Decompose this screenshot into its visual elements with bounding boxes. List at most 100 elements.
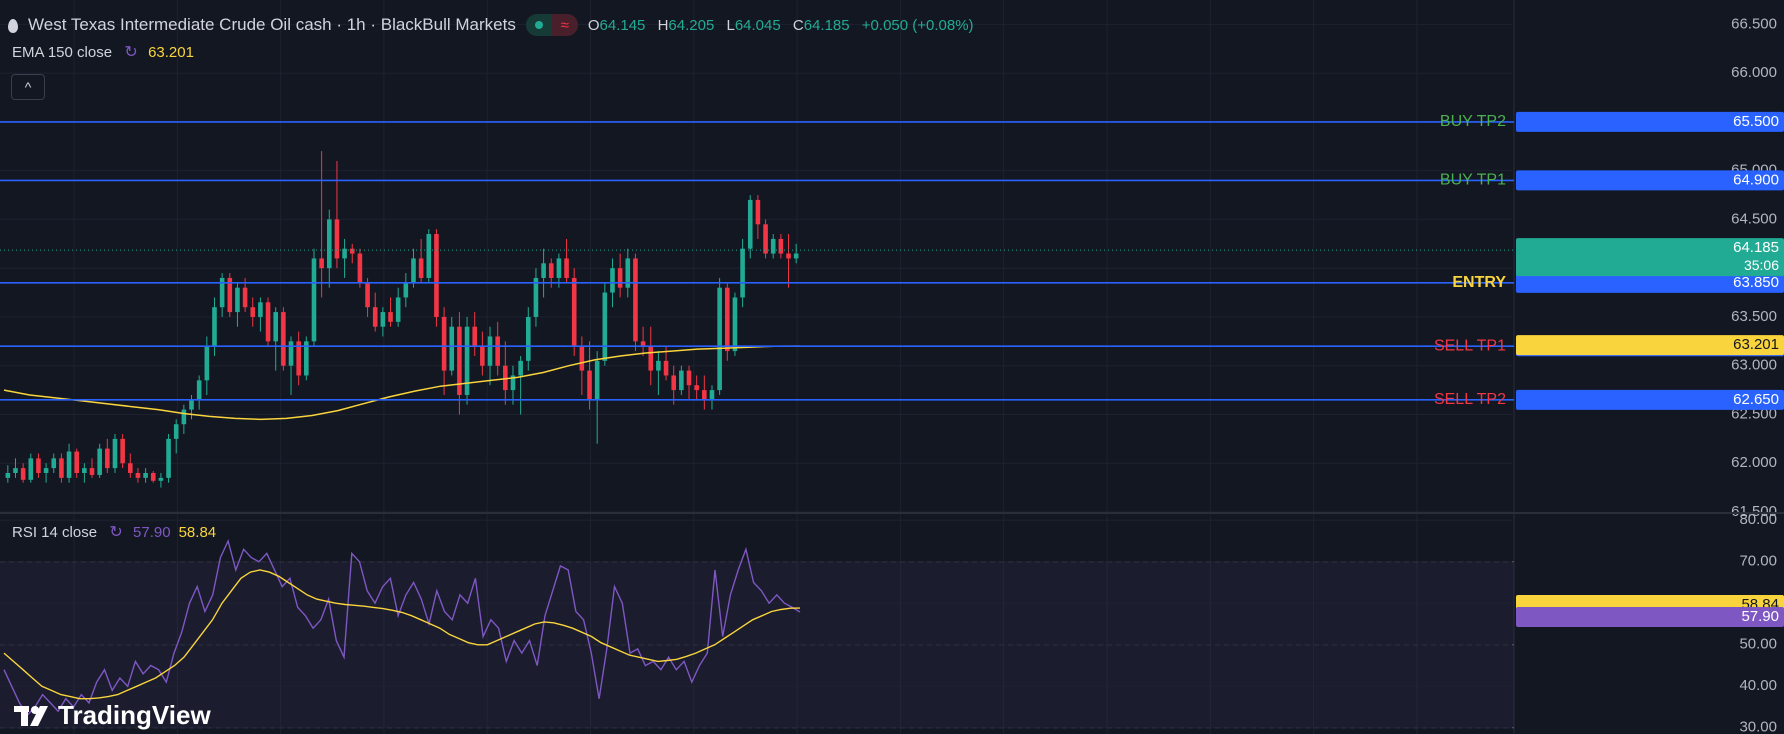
candle-body[interactable] [495, 336, 500, 366]
candle-body[interactable] [732, 297, 738, 352]
candle-body[interactable] [235, 287, 240, 313]
candle-body[interactable] [679, 370, 684, 391]
candle-body[interactable] [204, 346, 210, 381]
candle-body[interactable] [617, 268, 623, 288]
candle-body[interactable] [242, 287, 248, 308]
candle-body[interactable] [763, 224, 768, 254]
candle-body[interactable] [43, 468, 49, 473]
candle-body[interactable] [587, 370, 592, 400]
candle-body[interactable] [594, 360, 600, 400]
candle-body[interactable] [395, 297, 401, 322]
candle-body[interactable] [656, 360, 661, 371]
candle-body[interactable] [59, 458, 64, 478]
candle-body[interactable] [181, 409, 187, 425]
candle-body[interactable] [403, 282, 409, 298]
candle-body[interactable] [365, 282, 370, 308]
candle-body[interactable] [457, 326, 462, 395]
candle-body[interactable] [702, 390, 707, 400]
candle-body[interactable] [602, 292, 608, 361]
candle-body[interactable] [5, 472, 11, 478]
candle-body[interactable] [449, 326, 455, 371]
candle-body[interactable] [480, 346, 485, 366]
candle-body[interactable] [418, 258, 424, 278]
candle-body[interactable] [334, 219, 340, 259]
candle-body[interactable] [564, 258, 569, 278]
candle-body[interactable] [357, 253, 363, 283]
candle-body[interactable] [648, 346, 654, 371]
candle-body[interactable] [89, 468, 95, 475]
rsi-refresh-icon[interactable]: ↻ [109, 524, 123, 541]
candle-body[interactable] [281, 312, 286, 366]
rsi-ma-line[interactable] [3, 569, 801, 700]
candle-body[interactable] [770, 238, 776, 254]
candle-body[interactable] [434, 234, 439, 317]
candle-body[interactable] [694, 385, 699, 391]
candle-body[interactable] [273, 312, 279, 342]
tradingview-logo[interactable]: TradingView [14, 700, 211, 731]
candle-body[interactable] [219, 277, 225, 308]
market-status-pill[interactable]: ≈ [525, 14, 578, 36]
candle-body[interactable] [36, 458, 41, 473]
candle-body[interactable] [120, 438, 125, 464]
candle-body[interactable] [724, 287, 730, 352]
candle-body[interactable] [127, 463, 133, 473]
candle-body[interactable] [326, 219, 332, 269]
candle-body[interactable] [610, 268, 615, 293]
candle-body[interactable] [13, 468, 18, 473]
candle-body[interactable] [671, 375, 677, 391]
candle-body[interactable] [793, 253, 799, 259]
candle-body[interactable] [342, 248, 347, 259]
candle-body[interactable] [296, 341, 301, 376]
ema-refresh-icon[interactable]: ↻ [124, 44, 138, 61]
candle-body[interactable] [518, 360, 523, 376]
ema-150-line[interactable] [3, 345, 801, 421]
candle-body[interactable] [625, 258, 631, 288]
candle-body[interactable] [212, 307, 217, 347]
candle-body[interactable] [319, 258, 324, 269]
candle-body[interactable] [105, 448, 110, 469]
ema-legend[interactable]: EMA 150 close ↻ 63.201 [12, 43, 194, 62]
candle-body[interactable] [349, 248, 355, 254]
candle-body[interactable] [97, 448, 102, 475]
candle-body[interactable] [778, 238, 784, 254]
candle-body[interactable] [472, 326, 478, 347]
candle-body[interactable] [51, 458, 57, 469]
candle-body[interactable] [487, 336, 493, 366]
candle-body[interactable] [426, 234, 432, 278]
candle-body[interactable] [464, 326, 470, 395]
candle-body[interactable] [28, 458, 34, 480]
candle-body[interactable] [135, 472, 141, 478]
candle-body[interactable] [411, 258, 416, 283]
candle-body[interactable] [388, 312, 393, 322]
collapse-legend-button[interactable]: ^ [11, 74, 45, 100]
candle-body[interactable] [579, 346, 585, 371]
candle-body[interactable] [166, 438, 171, 478]
candle-body[interactable] [740, 248, 745, 298]
candle-body[interactable] [196, 380, 202, 400]
candle-body[interactable] [663, 360, 669, 376]
candle-body[interactable] [510, 375, 516, 391]
candle-body[interactable] [158, 477, 164, 481]
candle-body[interactable] [541, 263, 546, 278]
candle-body[interactable] [640, 341, 646, 347]
candle-body[interactable] [686, 370, 692, 386]
candle-body[interactable] [258, 302, 263, 317]
candle-body[interactable] [441, 316, 447, 371]
rsi-line[interactable] [3, 538, 801, 717]
candle-body[interactable] [311, 258, 317, 342]
candle-body[interactable] [304, 341, 309, 376]
candle-body[interactable] [503, 365, 508, 391]
candle-body[interactable] [265, 302, 271, 342]
candle-body[interactable] [82, 468, 87, 473]
candle-body[interactable] [173, 424, 179, 439]
candle-body[interactable] [709, 390, 715, 400]
candle-body[interactable] [755, 199, 761, 225]
candle-body[interactable] [525, 316, 531, 361]
candle-body[interactable] [717, 287, 722, 391]
candle-body[interactable] [548, 263, 554, 278]
candle-body[interactable] [20, 468, 26, 480]
candle-body[interactable] [143, 472, 148, 478]
candle-body[interactable] [150, 472, 156, 481]
